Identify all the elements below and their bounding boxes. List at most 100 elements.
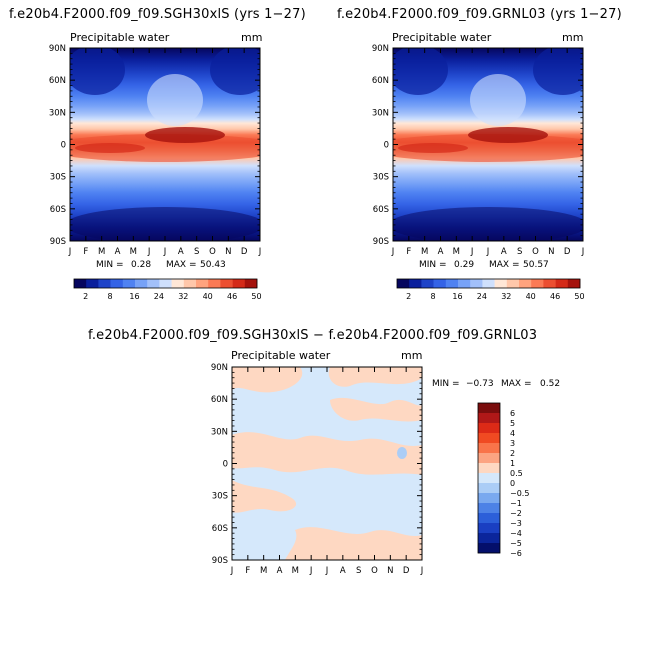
colorbar-label: 24 <box>477 292 487 301</box>
ytick-label: 90N <box>49 44 66 54</box>
panel2-min-value: 0.29 <box>454 260 475 270</box>
colorbar-swatch <box>478 403 500 414</box>
xtick-label: M <box>98 247 105 257</box>
panel1-subtitle: Precipitable water <box>70 31 170 44</box>
xtick-label: M <box>421 247 428 257</box>
colorbar-label: 8 <box>108 292 113 301</box>
colorbar-swatch <box>74 279 87 288</box>
panel1-min-value: 0.28 <box>131 260 152 270</box>
colorbar-swatch <box>135 279 148 288</box>
colorbar-swatch <box>478 443 500 454</box>
panel2-min-label: MIN = <box>419 260 447 270</box>
colorbar-label: 2 <box>83 292 88 301</box>
colorbar-label: 3 <box>510 439 515 448</box>
colorbar-swatch <box>397 279 410 288</box>
colorbar-swatch <box>478 483 500 494</box>
colorbar-label: 32 <box>501 292 511 301</box>
xtick-label: J <box>68 247 72 257</box>
panel3-subtitle: Precipitable water <box>231 349 331 362</box>
ytick-label: 60N <box>211 395 228 405</box>
xtick-label: O <box>371 566 378 576</box>
colorbar-label: 50 <box>251 292 261 301</box>
xtick-label: M <box>130 247 137 257</box>
panel2-units: mm <box>562 31 584 44</box>
panel1-max-label: MAX = <box>166 260 197 270</box>
colorbar-swatch <box>478 433 500 444</box>
colorbar-swatch <box>409 279 422 288</box>
colorbar-label: −1 <box>510 499 522 508</box>
colorbar-label: −5 <box>510 539 522 548</box>
xtick-label: N <box>225 247 231 257</box>
colorbar-swatch <box>494 279 508 288</box>
panel2-subtitle: Precipitable water <box>392 31 492 44</box>
xtick-label: J <box>258 247 262 257</box>
ytick-label: 90N <box>372 44 389 54</box>
colorbar-frame <box>396 278 581 289</box>
colorbar-label: 40 <box>203 292 213 301</box>
colorbar-label: −3 <box>510 519 522 528</box>
colorbar-label: 24 <box>154 292 164 301</box>
xtick-label: O <box>532 247 539 257</box>
colorbar-swatch <box>171 279 185 288</box>
xtick-label: A <box>501 247 507 257</box>
colorbar-swatch <box>122 279 136 288</box>
colorbar-label: 40 <box>526 292 536 301</box>
xtick-label: O <box>209 247 216 257</box>
xtick-label: J <box>470 247 474 257</box>
colorbar-label: 6 <box>510 409 515 418</box>
xtick-label: J <box>420 566 424 576</box>
xtick-label: J <box>147 247 151 257</box>
colorbar-label: 32 <box>178 292 188 301</box>
colorbar-swatch <box>147 279 160 288</box>
colorbar-label: 1 <box>510 459 515 468</box>
colorbar-swatch <box>196 279 209 288</box>
xtick-label: J <box>391 247 395 257</box>
panel3-units: mm <box>401 349 423 362</box>
colorbar-swatch <box>232 279 246 288</box>
xtick-label: N <box>387 566 393 576</box>
colorbar-label: 4 <box>510 429 515 438</box>
ytick-label: 30N <box>211 427 228 437</box>
ytick-label: 30S <box>50 173 66 183</box>
ytick-label: 30S <box>212 492 228 502</box>
colorbar-swatch <box>478 523 500 534</box>
colorbar-swatch <box>478 513 500 524</box>
panel3-min-value: −0.73 <box>466 379 494 389</box>
colorbar-label: 0 <box>510 479 515 488</box>
xtick-label: A <box>178 247 184 257</box>
panel1-units: mm <box>241 31 263 44</box>
colorbar-swatch <box>543 279 556 288</box>
colorbar-swatch <box>555 279 569 288</box>
panel1-colorbar: 2 8 16 24 32 40 46 50 <box>73 278 262 301</box>
colorbar-swatch <box>478 453 500 464</box>
colorbar-swatch <box>478 543 500 554</box>
xtick-label: S <box>356 566 361 576</box>
panel1-title: f.e20b4.F2000.f09_f09.SGH30xlS (yrs 1−27… <box>9 7 306 22</box>
xtick-label: M <box>453 247 460 257</box>
xtick-label: J <box>163 247 167 257</box>
colorbar-label: 5 <box>510 419 515 428</box>
colorbar-swatch <box>445 279 459 288</box>
colorbar-swatch <box>482 279 495 288</box>
ytick-label: 60S <box>212 524 228 534</box>
colorbar-swatch <box>433 279 447 288</box>
xtick-label: A <box>277 566 283 576</box>
panel2-max-value: 50.57 <box>523 260 549 270</box>
colorbar-swatch <box>183 279 197 288</box>
colorbar-swatch <box>159 279 172 288</box>
xtick-label: J <box>581 247 585 257</box>
ytick-label: 30N <box>372 108 389 118</box>
colorbar-swatch <box>478 533 500 544</box>
colorbar-label: 8 <box>431 292 436 301</box>
colorbar-label: 46 <box>550 292 560 301</box>
xtick-label: D <box>403 566 410 576</box>
xtick-label: A <box>340 566 346 576</box>
colorbar-swatch <box>208 279 221 288</box>
ytick-label: 90S <box>373 237 389 247</box>
colorbar-label: −6 <box>510 549 522 558</box>
colorbar-swatch <box>478 473 500 484</box>
colorbar-frame <box>73 278 258 289</box>
